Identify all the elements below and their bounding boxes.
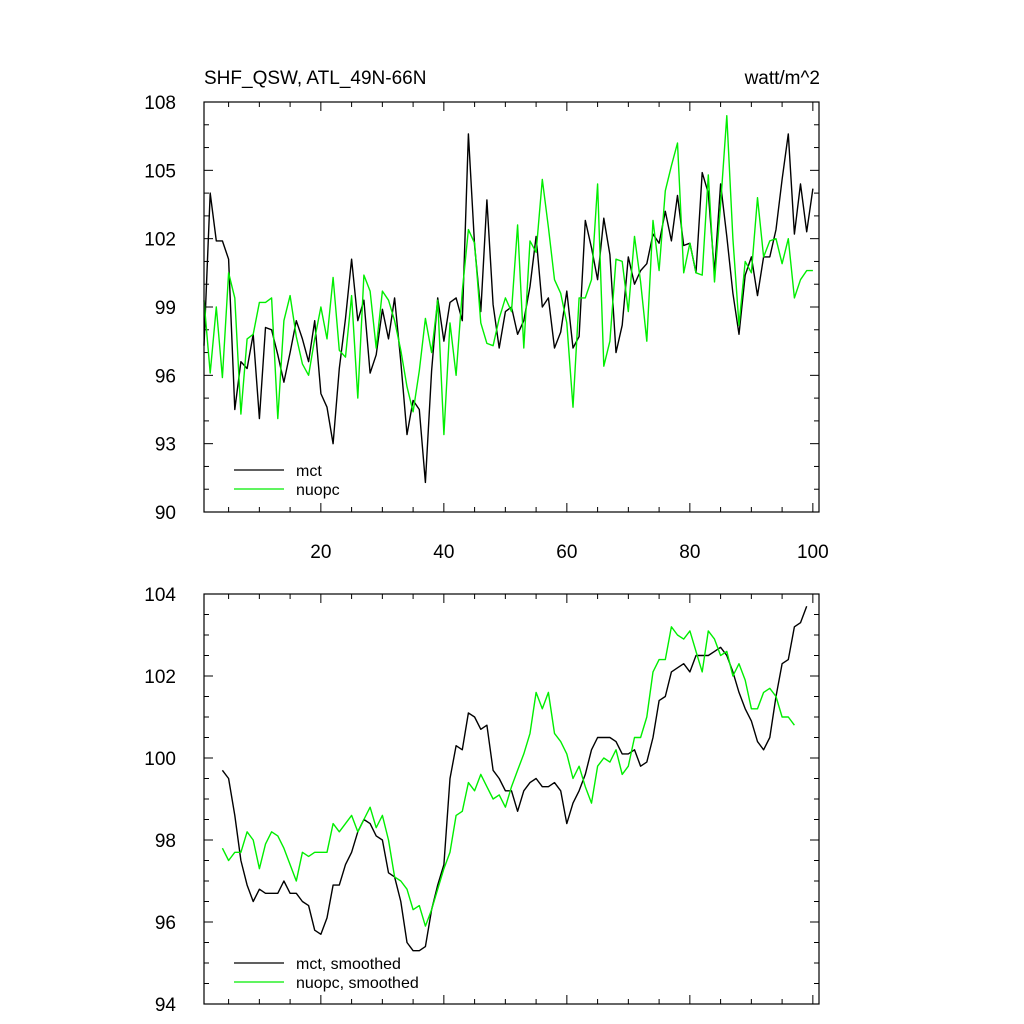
y-tick-label: 93 <box>155 435 176 456</box>
top-panel-legend: mct nuopc <box>234 463 340 499</box>
bottom-panel-series <box>221 606 808 952</box>
y-tick-label: 100 <box>144 749 176 770</box>
top-panel-title: SHF_QSW, ATL_49N-66N <box>204 68 426 89</box>
y-tick-label: 96 <box>155 366 176 387</box>
y-tick-label: 90 <box>155 503 176 524</box>
legend-label-mct: mct <box>296 463 322 480</box>
top-panel-frame <box>203 101 820 513</box>
x-tick-label: 60 <box>556 542 577 563</box>
y-tick-label: 102 <box>144 230 176 251</box>
top-panel-x-tick-labels: 20 40 60 80 100 <box>310 542 828 563</box>
y-tick-label: 96 <box>155 913 176 934</box>
top-panel-series <box>203 114 814 484</box>
y-tick-label: 105 <box>144 161 176 182</box>
series-line-mct-smoothed <box>221 606 808 952</box>
bottom-panel-y-tick-labels: 94 96 98 100 102 104 <box>144 585 176 1016</box>
y-tick-label: 108 <box>144 93 176 114</box>
top-panel-units: watt/m^2 <box>744 68 820 89</box>
legend-label-nuopc-smoothed: nuopc, smoothed <box>296 975 419 992</box>
x-tick-label: 40 <box>433 542 454 563</box>
legend-label-mct-smoothed: mct, smoothed <box>296 956 401 973</box>
legend-label-nuopc: nuopc <box>296 482 340 499</box>
y-tick-label: 99 <box>155 298 176 319</box>
x-tick-label: 20 <box>310 542 331 563</box>
y-tick-label: 98 <box>155 831 176 852</box>
top-panel: SHF_QSW, ATL_49N-66N watt/m^2 90 93 96 99 10… <box>144 68 828 563</box>
x-tick-label: 100 <box>797 542 829 563</box>
y-tick-label: 102 <box>144 667 176 688</box>
bottom-panel: 94 96 98 100 102 104 mct, smoothed nuopc, smo… <box>144 585 820 1016</box>
y-tick-label: 94 <box>155 995 177 1016</box>
y-tick-label: 104 <box>144 585 176 606</box>
bottom-panel-legend: mct, smoothed nuopc, smoothed <box>234 956 419 992</box>
top-panel-y-tick-labels: 90 93 96 99 102 105 108 <box>144 93 176 524</box>
x-tick-label: 80 <box>679 542 700 563</box>
bottom-panel-frame <box>203 593 820 1005</box>
series-line-nuopc <box>203 114 813 436</box>
series-line-nuopc-smoothed <box>221 626 795 927</box>
